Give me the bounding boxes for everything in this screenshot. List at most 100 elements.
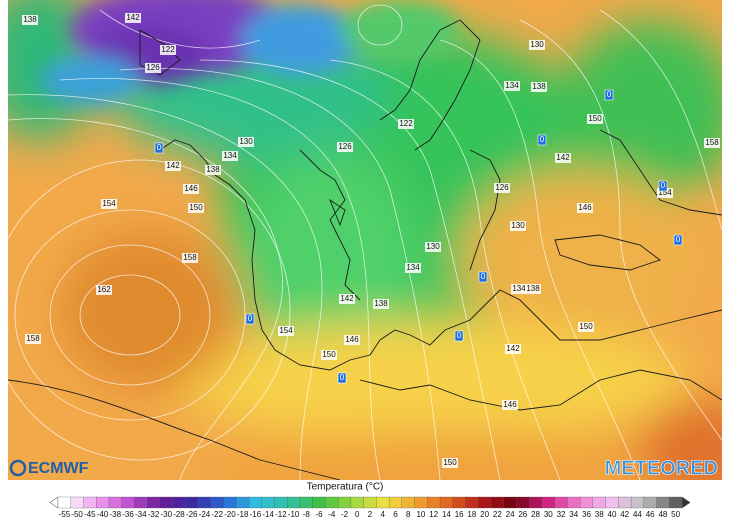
colorbar-tick-label: 32 xyxy=(557,510,566,519)
colorbar-tick-label: 50 xyxy=(671,510,680,519)
colorbar-tick-label: 6 xyxy=(393,510,398,519)
colorbar-segment xyxy=(592,496,607,509)
colorbar-tick-label: 16 xyxy=(455,510,464,519)
colorbar-segment xyxy=(210,496,225,509)
colorbar-segment xyxy=(223,496,237,509)
colorbar-segment xyxy=(567,496,581,509)
contour-label: 146 xyxy=(345,335,359,344)
freezing-marker-box xyxy=(337,372,347,384)
colorbar-tick-label: 12 xyxy=(429,510,438,519)
contour-label: 142 xyxy=(506,344,520,353)
colorbar-segment xyxy=(350,496,365,509)
contour-label: 142 xyxy=(126,13,140,22)
contour-label-bg xyxy=(502,400,518,410)
contour-label: 138 xyxy=(206,165,220,174)
colorbar-tick-label: -26 xyxy=(186,510,198,519)
freezing-marker: 0 xyxy=(248,314,253,323)
contour-label-bg xyxy=(504,81,520,91)
contour-label-bg xyxy=(339,294,355,304)
contour-label-bg xyxy=(125,13,141,23)
colorbar-tick-label: -20 xyxy=(224,510,236,519)
colorbar-tick-label: 20 xyxy=(480,510,489,519)
contour-label-bg xyxy=(145,63,161,73)
colorbar-end xyxy=(681,496,691,509)
contour-label-bg xyxy=(494,183,510,193)
colorbar-tick-label: 26 xyxy=(518,510,527,519)
contour-label-bg xyxy=(704,138,720,148)
colorbar-segment xyxy=(465,496,479,509)
colorbar-tick-label: 4 xyxy=(381,510,386,519)
contour-label: 142 xyxy=(340,294,354,303)
contour-label: 150 xyxy=(588,114,602,123)
freezing-marker-box xyxy=(478,271,488,283)
contour-label: 154 xyxy=(279,326,293,335)
logo-text: ECMWF xyxy=(28,460,89,477)
colorbar-segment xyxy=(96,496,110,509)
colorbar-tick-label: -45 xyxy=(84,510,96,519)
colorbar-tick-label: -50 xyxy=(71,510,83,519)
contour-label-bg xyxy=(405,263,421,273)
colorbar-segment xyxy=(338,496,352,509)
colorbar-tick-label: 44 xyxy=(633,510,642,519)
freezing-marker-box xyxy=(658,180,668,192)
colorbar-tick-label: 30 xyxy=(544,510,553,519)
contour-label: 158 xyxy=(705,138,719,147)
colorbar-segment xyxy=(172,496,186,509)
colorbar-segment xyxy=(83,496,97,509)
colorbar-tick-label: -40 xyxy=(97,510,109,519)
freezing-marker: 0 xyxy=(157,143,162,152)
freezing-marker: 0 xyxy=(481,272,486,281)
contour-label-bg xyxy=(425,242,441,252)
freezing-marker: 0 xyxy=(676,235,681,244)
colorbar-tick-label: 46 xyxy=(646,510,655,519)
contour-label-bg xyxy=(510,221,526,231)
colorbar-segment xyxy=(146,496,161,509)
contour-label-bg xyxy=(183,184,199,194)
contour-label-bg xyxy=(188,203,204,213)
freezing-marker: 0 xyxy=(540,135,545,144)
contour-label: 162 xyxy=(97,285,111,294)
contour-label-bg xyxy=(344,335,360,345)
colorbar-segment xyxy=(490,496,505,509)
colorbar-segment xyxy=(478,496,492,509)
colorbar-segment xyxy=(605,496,619,509)
contour-label-bg xyxy=(373,299,389,309)
contour-label-bg xyxy=(238,137,254,147)
freezing-marker-box xyxy=(673,234,683,246)
colorbar-tick-label: 22 xyxy=(493,510,502,519)
colorbar-tick-label: 8 xyxy=(406,510,411,519)
colorbar-segment xyxy=(121,496,135,509)
contour-label-bg xyxy=(555,153,571,163)
contour-label-bg xyxy=(337,142,353,152)
contour-label-bg xyxy=(25,334,41,344)
colorbar-segment xyxy=(312,496,326,509)
freezing-marker-box xyxy=(154,142,164,154)
colorbar-segment xyxy=(325,496,339,509)
colorbar-segment xyxy=(363,496,377,509)
contour-label: 158 xyxy=(183,253,197,262)
colorbar-segment xyxy=(388,496,403,509)
colorbar-tick-label: 40 xyxy=(608,510,617,519)
contour-label: 126 xyxy=(146,63,160,72)
contour-label-bg xyxy=(278,326,294,336)
colorbar-tick-label: -2 xyxy=(341,510,349,519)
contour-label: 154 xyxy=(102,199,116,208)
contour-label: 150 xyxy=(579,322,593,331)
contour-label-bg xyxy=(511,284,527,294)
coastlines xyxy=(8,19,722,480)
colorbar-segment xyxy=(516,496,530,509)
colorbar-segment xyxy=(236,496,250,509)
contour-label: 150 xyxy=(189,203,203,212)
contour-label: 154 xyxy=(658,188,672,197)
contour-label: 126 xyxy=(338,142,352,151)
colorbar-tick-label: 42 xyxy=(620,510,629,519)
colorbar-segment xyxy=(554,496,568,509)
colorbar-segment xyxy=(439,496,454,509)
colorbar-end xyxy=(49,496,59,509)
colorbar-segment xyxy=(452,496,466,509)
logo-icon xyxy=(9,459,27,477)
colorbar-segment xyxy=(57,496,72,509)
logo-text: METEORED xyxy=(605,457,718,479)
contour-label: 150 xyxy=(322,350,336,359)
